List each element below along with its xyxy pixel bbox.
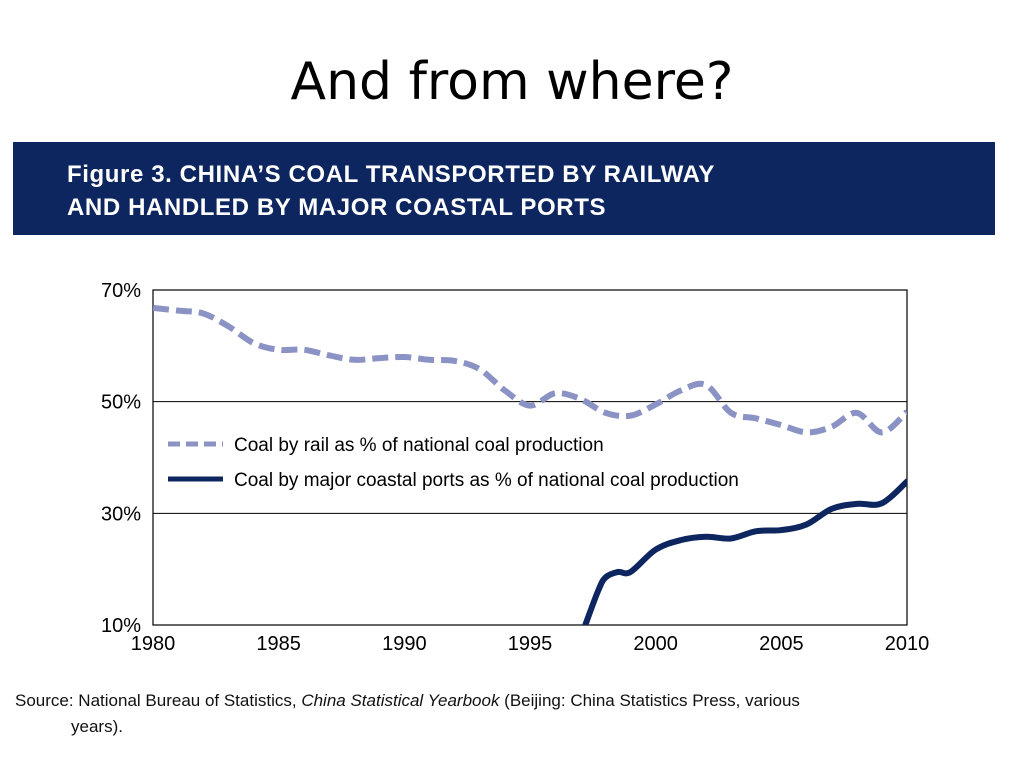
x-tick-label: 2000 [633, 633, 678, 655]
series-line-rail [153, 304, 907, 436]
legend-label: Coal by major coastal ports as % of nati… [234, 470, 739, 491]
figure-title: Figure 3. CHINA’S COAL TRANSPORTED BY RA… [67, 161, 715, 221]
figure-banner: Figure 3. CHINA’S COAL TRANSPORTED BY RA… [13, 142, 995, 235]
source-continuation: years). [71, 717, 123, 736]
x-tick-label: 1980 [131, 633, 176, 655]
x-tick-label: 1990 [382, 633, 427, 655]
series-line-ports [582, 478, 907, 625]
slide-title: And from where? [290, 52, 734, 112]
source-suffix: (Beijing: China Statistics Press, variou… [499, 691, 800, 710]
x-tick-label: 2005 [759, 633, 804, 655]
y-tick-label: 70% [101, 280, 141, 302]
plot-frame [152, 289, 908, 626]
y-tick-label: 10% [101, 615, 141, 637]
line-chart: 70% 50% 30% 10%1980 1985 1990 1995 2000 2005 2010… [101, 280, 930, 655]
x-tick-label: 2010 [885, 633, 930, 655]
source-note: Source: National Bureau of Statistics, C… [15, 688, 1005, 740]
x-tick-label: 1995 [508, 633, 553, 655]
x-tick-label: 1985 [256, 633, 301, 655]
legend-label: Coal by rail as % of national coal produ… [234, 435, 604, 456]
y-tick-label: 50% [101, 392, 141, 414]
y-tick-label: 30% [101, 503, 141, 525]
source-publication: China Statistical Yearbook [301, 691, 500, 710]
source-prefix: Source: National Bureau of Statistics, [15, 691, 302, 710]
